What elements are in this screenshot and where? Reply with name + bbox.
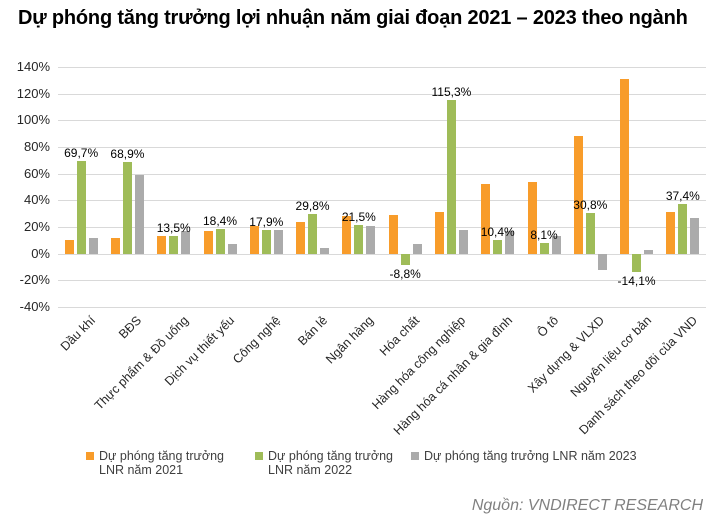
gridline bbox=[58, 67, 706, 68]
bar-2022 bbox=[446, 99, 456, 254]
bar-2022 bbox=[632, 253, 642, 273]
data-label: 115,3% bbox=[431, 84, 472, 99]
gridline bbox=[58, 200, 706, 202]
bar-2023 bbox=[227, 244, 237, 254]
bar-2021 bbox=[342, 216, 352, 254]
data-label: -8,8% bbox=[389, 267, 421, 282]
data-label: 13,5% bbox=[156, 220, 191, 235]
bar-2021 bbox=[573, 136, 583, 254]
bar-2023 bbox=[690, 217, 700, 254]
y-axis-tick-label: 0% bbox=[31, 245, 50, 261]
gridline bbox=[58, 147, 706, 148]
bar-2021 bbox=[249, 225, 259, 254]
y-axis-tick-label: 140% bbox=[16, 59, 50, 74]
bar-2023 bbox=[505, 231, 515, 254]
bar-2021 bbox=[203, 231, 213, 254]
gridline bbox=[58, 173, 706, 175]
bar-2021 bbox=[620, 79, 630, 254]
y-axis-tick-label: 120% bbox=[16, 85, 50, 101]
data-label: 8,1% bbox=[530, 227, 558, 242]
bar-2021 bbox=[527, 181, 537, 254]
legend-item: Dự phóng tăng trưởng LNR năm 2022 bbox=[255, 449, 393, 477]
bar-2021 bbox=[110, 237, 120, 254]
bar-2023 bbox=[181, 231, 191, 254]
gridline bbox=[58, 307, 706, 308]
gridline bbox=[58, 280, 706, 282]
gridline bbox=[58, 93, 706, 95]
bar-2022 bbox=[76, 160, 86, 254]
bar-2022 bbox=[169, 235, 179, 254]
data-label: 21,5% bbox=[341, 210, 376, 224]
chart-title: Dự phóng tăng trưởng lợi nhuận năm giai … bbox=[18, 7, 688, 29]
gridline bbox=[58, 227, 706, 228]
bar-2022 bbox=[354, 225, 364, 254]
data-label: 37,4% bbox=[665, 188, 700, 203]
bar-2023 bbox=[320, 248, 330, 254]
data-label: 17,9% bbox=[249, 214, 284, 229]
bar-2023 bbox=[273, 229, 283, 254]
data-label: 30,8% bbox=[573, 197, 608, 212]
legend-color-swatch bbox=[86, 452, 94, 460]
bar-2023 bbox=[551, 236, 561, 254]
y-axis-tick-label: -40% bbox=[19, 299, 50, 314]
bar-2023 bbox=[597, 253, 607, 270]
bar-2021 bbox=[388, 215, 398, 254]
bar-2022 bbox=[215, 229, 225, 254]
gridline bbox=[58, 120, 706, 122]
bar-2023 bbox=[458, 229, 468, 254]
bar-2023 bbox=[412, 244, 422, 254]
bar-2021 bbox=[434, 212, 444, 254]
bar-2022 bbox=[493, 239, 503, 254]
bar-2022 bbox=[585, 212, 595, 254]
y-axis-tick-label: 40% bbox=[23, 192, 50, 208]
bar-2023 bbox=[366, 225, 376, 254]
data-label: -14,1% bbox=[617, 274, 656, 289]
legend-label: Dự phóng tăng trưởng LNR năm 2023 bbox=[424, 449, 637, 463]
legend-label: Dự phóng tăng trưởng LNR năm 2021 bbox=[99, 449, 225, 477]
bar-2022 bbox=[261, 229, 271, 254]
data-label: 10,4% bbox=[480, 224, 515, 239]
bar-2021 bbox=[64, 240, 74, 254]
y-axis-tick-label: 60% bbox=[23, 165, 50, 181]
bar-2021 bbox=[481, 184, 491, 254]
bar-2022 bbox=[539, 242, 549, 254]
data-label: 18,4% bbox=[202, 214, 238, 229]
bar-2022 bbox=[122, 161, 132, 254]
bar-2021 bbox=[666, 212, 676, 254]
legend-color-swatch bbox=[255, 452, 263, 460]
gridline bbox=[58, 253, 706, 255]
bar-2023 bbox=[88, 237, 98, 254]
bar-2021 bbox=[157, 236, 167, 254]
data-label: 68,9% bbox=[110, 146, 145, 161]
legend-label: Dự phóng tăng trưởng LNR năm 2022 bbox=[268, 449, 394, 477]
bar-2022 bbox=[400, 253, 410, 266]
legend-item: Dự phóng tăng trưởng LNR năm 2023 bbox=[411, 449, 637, 463]
source-credit: Nguồn: VNDIRECT RESEARCH bbox=[471, 497, 703, 514]
y-axis-tick-label: -20% bbox=[19, 272, 50, 288]
bar-2022 bbox=[678, 203, 688, 254]
data-label: 69,7% bbox=[64, 145, 99, 160]
bar-2021 bbox=[296, 221, 306, 254]
bar-2023 bbox=[644, 249, 654, 254]
bar-2023 bbox=[134, 175, 144, 254]
y-axis-tick-label: 100% bbox=[16, 112, 50, 128]
bar-2022 bbox=[308, 213, 318, 254]
y-axis-tick-label: 20% bbox=[23, 219, 50, 234]
legend-color-swatch bbox=[411, 452, 419, 460]
y-axis-tick-label: 80% bbox=[23, 139, 50, 154]
legend-item: Dự phóng tăng trưởng LNR năm 2021 bbox=[86, 449, 224, 477]
data-label: 29,8% bbox=[295, 198, 330, 213]
